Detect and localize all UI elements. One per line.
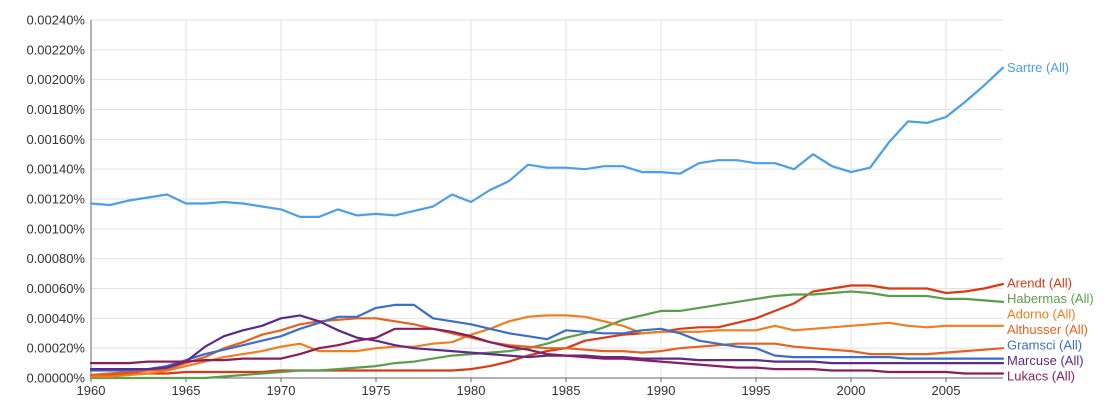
axis-layer	[90, 20, 1003, 382]
y-tick-label: 0.00120%	[26, 192, 85, 207]
x-tick-label: 1995	[742, 383, 771, 398]
x-tick-label: 2005	[932, 383, 961, 398]
y-tick-label: 0.00180%	[26, 102, 85, 117]
y-tick-label: 0.00020%	[26, 341, 85, 356]
series-label-adorno-all: Adorno (All)	[1007, 307, 1076, 322]
y-tick-label: 0.00220%	[26, 42, 85, 57]
series-label-habermas-all: Habermas (All)	[1007, 291, 1094, 306]
y-tick-label: 0.00140%	[26, 162, 85, 177]
x-tick-label: 1985	[552, 383, 581, 398]
series-label-marcuse-all: Marcuse (All)	[1007, 353, 1084, 368]
series-label-lukacs-all: Lukacs (All)	[1007, 369, 1075, 384]
y-tick-label: 0.00200%	[26, 72, 85, 87]
series-label-gramsci-all: Gramsci (All)	[1007, 338, 1082, 353]
y-tick-label: 0.00060%	[26, 281, 85, 296]
series-line-marcuse-all	[89, 314, 1005, 371]
y-tick-label: 0.00240%	[26, 13, 85, 28]
series-line-adorno-all	[89, 314, 1005, 378]
y-tick-labels: 0.00000% 0.00020% 0.00040% 0.00060% 0.00080%…	[26, 13, 85, 386]
series-labels: Sartre (All) Arendt (All)Habermas (All)Ad…	[1007, 60, 1094, 383]
series-line-arendt-all	[89, 282, 1005, 377]
y-tick-label: 0.00000%	[26, 371, 85, 386]
y-tick-label: 0.00080%	[26, 251, 85, 266]
series-lines	[89, 66, 1005, 380]
y-tick-label: 0.00100%	[26, 221, 85, 236]
x-tick-label: 1975	[362, 383, 391, 398]
series-line-lukacs-all	[89, 327, 1005, 375]
x-tick-label: 1965	[172, 383, 201, 398]
series-line-althusser-all	[89, 317, 1005, 377]
series-label-althusser-all: Althusser (All)	[1007, 322, 1088, 337]
x-tick-label: 2000	[837, 383, 866, 398]
x-tick-label: 1960	[77, 383, 106, 398]
series-label-sartre-all: Sartre (All)	[1007, 60, 1069, 75]
series-line-habermas-all	[89, 290, 1005, 380]
x-tick-label: 1990	[647, 383, 676, 398]
x-tick-label: 1970	[267, 383, 296, 398]
x-tick-label: 1980	[457, 383, 486, 398]
y-tick-label: 0.00160%	[26, 132, 85, 147]
x-tick-labels: 1960 1965 1970 1975 1980 1985 1990 1995 2000 2005	[77, 383, 961, 398]
series-line-sartre-all	[89, 66, 1005, 218]
series-line-gramsci-all	[89, 303, 1005, 372]
series-label-arendt-all: Arendt (All)	[1007, 276, 1072, 291]
y-tick-label: 0.00040%	[26, 311, 85, 326]
